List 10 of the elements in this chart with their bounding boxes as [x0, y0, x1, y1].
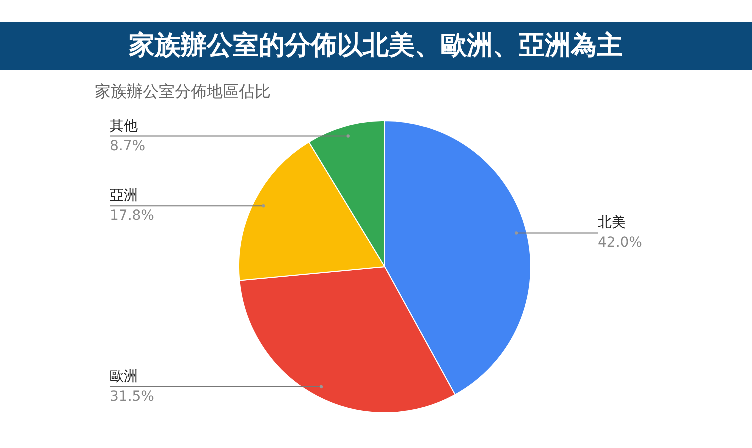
data-label: 17.8% [110, 208, 154, 224]
slice-label: 其他 [110, 118, 138, 134]
slice-label: 亞洲 [110, 188, 138, 204]
data-label: 31.5% [110, 389, 154, 405]
chart-subtitle: 家族辦公室分佈地區佔比 [95, 82, 271, 101]
slice-label: 北美 [598, 215, 626, 232]
chart-title: 家族辦公室的分佈以北美、歐洲、亞洲為主 [0, 22, 752, 70]
data-label: 42.0% [598, 235, 642, 252]
slice-label: 歐洲 [110, 369, 138, 385]
data-label: 8.7% [110, 138, 146, 154]
